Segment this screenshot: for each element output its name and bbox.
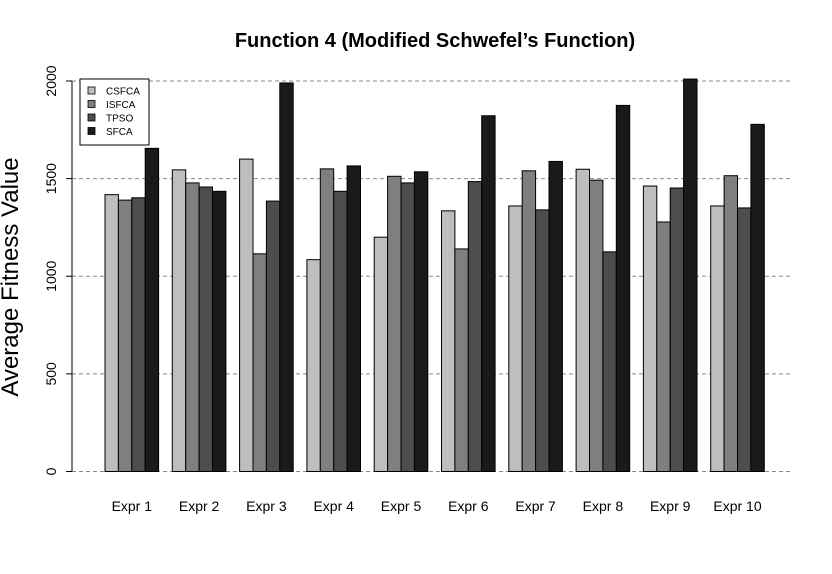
- bar-sfca-4: [346, 165, 362, 472]
- bar-isfca-5: [387, 175, 402, 472]
- bar-sfca-8: [615, 104, 631, 472]
- y-tick-label: 1500: [43, 163, 59, 194]
- y-tick-label: 500: [43, 362, 59, 386]
- bar-isfca-8: [589, 179, 604, 472]
- bar-tpso-5: [400, 182, 415, 472]
- bar-isfca-1: [117, 199, 133, 472]
- x-tick-label: Expr 4: [313, 498, 354, 514]
- bar-sfca-5: [413, 171, 429, 472]
- bar-csfca-2: [171, 169, 187, 472]
- legend-label: CSFCA: [106, 87, 140, 98]
- x-tick-label: Expr 8: [583, 498, 624, 514]
- legend-label: ISFCA: [106, 100, 136, 111]
- bar-tpso-4: [333, 190, 348, 472]
- y-tick-label: 0: [43, 467, 59, 475]
- bar-isfca-3: [252, 253, 267, 472]
- x-tick-label: Expr 6: [448, 498, 489, 514]
- bar-tpso-3: [265, 200, 281, 473]
- x-tick-label: Expr 10: [713, 498, 761, 514]
- bar-csfca-9: [642, 185, 658, 472]
- bar-tpso-6: [467, 181, 483, 473]
- legend-swatch-tpso: [87, 113, 96, 122]
- bar-isfca-6: [454, 248, 469, 472]
- bar-csfca-7: [508, 205, 523, 473]
- bars: [104, 78, 765, 473]
- bar-sfca-3: [279, 82, 294, 472]
- x-tick-label: Expr 1: [112, 498, 153, 514]
- bar-isfca-7: [521, 170, 537, 472]
- bar-isfca-2: [185, 182, 200, 472]
- x-tick-label: Expr 5: [381, 498, 422, 514]
- y-tick-label: 1000: [43, 260, 59, 291]
- legend-swatch-isfca: [87, 100, 96, 108]
- bar-csfca-1: [104, 194, 119, 472]
- x-tick-label: Expr 2: [179, 498, 220, 514]
- x-tick-label: Expr 3: [246, 498, 287, 514]
- bar-csfca-4: [306, 259, 321, 472]
- bar-csfca-5: [373, 236, 389, 472]
- bar-sfca-6: [481, 115, 496, 473]
- legend: CSFCA ISFCA TPSO SFCA: [79, 78, 150, 146]
- bar-csfca-6: [441, 210, 456, 472]
- bar-csfca-3: [239, 158, 254, 472]
- bar-isfca-4: [319, 168, 335, 473]
- bar-tpso-8: [602, 251, 617, 472]
- bar-csfca-8: [575, 168, 590, 473]
- bar-tpso-7: [535, 209, 550, 473]
- bar-sfca-10: [750, 123, 765, 473]
- bar-isfca-10: [723, 175, 738, 472]
- bar-tpso-1: [131, 197, 146, 473]
- legend-swatch-sfca: [87, 127, 96, 135]
- x-tick-label: Expr 9: [650, 498, 691, 514]
- x-axis-ticks: Expr 1 Expr 2 Expr 3 Expr 4 Expr 5 Expr 6 Expr…: [112, 498, 762, 514]
- y-axis: 0 500 1000 1500 2000: [43, 65, 73, 475]
- bar-tpso-2: [198, 186, 214, 472]
- bar-sfca-1: [144, 147, 160, 473]
- bar-isfca-9: [656, 221, 671, 472]
- legend-swatch-csfca: [87, 86, 96, 95]
- y-axis-label: Average Fitness Value: [0, 157, 24, 396]
- bar-sfca-2: [212, 190, 227, 472]
- bar-tpso-10: [737, 207, 752, 472]
- legend-label: SFCA: [106, 127, 133, 138]
- chart-title: Function 4 (Modified Schwefel’s Function…: [235, 30, 635, 52]
- bar-sfca-7: [548, 160, 563, 472]
- y-tick-label: 2000: [43, 65, 59, 96]
- bar-sfca-9: [683, 78, 698, 473]
- x-tick-label: Expr 7: [515, 498, 556, 514]
- bar-csfca-10: [710, 205, 725, 473]
- bar-tpso-9: [669, 187, 685, 472]
- legend-label: TPSO: [106, 114, 133, 125]
